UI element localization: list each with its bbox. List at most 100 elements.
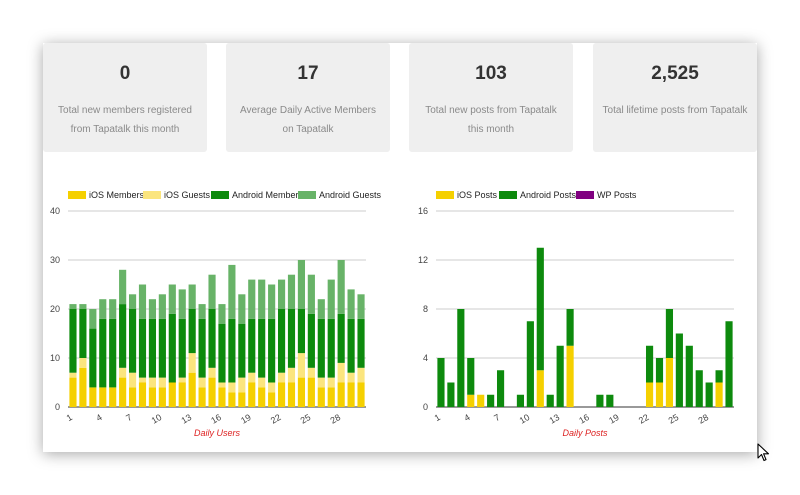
bar-segment[interactable] (258, 387, 266, 407)
bar-segment[interactable] (357, 294, 365, 319)
bar-segment[interactable] (248, 382, 256, 408)
bar-segment[interactable] (119, 269, 127, 305)
bar-segment[interactable] (148, 387, 157, 407)
bar-segment[interactable] (467, 394, 475, 407)
bar-segment[interactable] (317, 299, 325, 319)
bar-segment[interactable] (79, 309, 87, 358)
bar-segment[interactable] (695, 370, 703, 407)
bar-segment[interactable] (99, 299, 107, 319)
bar-segment[interactable] (277, 279, 286, 309)
bar-segment[interactable] (148, 318, 157, 378)
bar-segment[interactable] (297, 377, 306, 407)
bar-segment[interactable] (487, 394, 495, 407)
bar-segment[interactable] (248, 318, 256, 373)
bar-segment[interactable] (526, 321, 534, 407)
bar-segment[interactable] (268, 318, 276, 383)
bar-segment[interactable] (138, 318, 147, 378)
bar-segment[interactable] (297, 260, 306, 309)
bar-segment[interactable] (158, 387, 166, 407)
bar-segment[interactable] (268, 382, 276, 393)
bar-segment[interactable] (188, 353, 196, 373)
bar-segment[interactable] (218, 323, 226, 383)
bar-segment[interactable] (357, 318, 365, 368)
bar-segment[interactable] (89, 309, 97, 329)
bar-segment[interactable] (317, 377, 325, 388)
bar-segment[interactable] (178, 318, 186, 378)
bar-segment[interactable] (208, 367, 216, 378)
bar-segment[interactable] (268, 392, 276, 407)
bar-segment[interactable] (477, 394, 485, 407)
bar-segment[interactable] (705, 382, 713, 408)
bar-segment[interactable] (347, 382, 355, 408)
bar-segment[interactable] (307, 313, 315, 368)
bar-segment[interactable] (128, 387, 137, 407)
bar-segment[interactable] (536, 247, 544, 371)
bar-segment[interactable] (69, 309, 77, 373)
bar-segment[interactable] (89, 387, 97, 407)
bar-segment[interactable] (158, 377, 166, 388)
legend-label[interactable]: iOS Posts (457, 190, 498, 200)
bar-segment[interactable] (655, 358, 664, 383)
bar-segment[interactable] (168, 284, 176, 314)
bar-segment[interactable] (685, 345, 693, 407)
bar-segment[interactable] (277, 309, 286, 373)
bar-segment[interactable] (168, 313, 176, 383)
bar-segment[interactable] (307, 274, 315, 314)
bar-segment[interactable] (248, 279, 256, 319)
bar-segment[interactable] (347, 318, 355, 373)
bar-segment[interactable] (109, 387, 117, 407)
bar-segment[interactable] (347, 289, 355, 319)
bar-segment[interactable] (258, 377, 266, 388)
bar-segment[interactable] (128, 309, 137, 373)
bar-segment[interactable] (228, 392, 236, 407)
bar-segment[interactable] (119, 367, 127, 378)
bar-segment[interactable] (467, 358, 475, 395)
bar-segment[interactable] (307, 367, 315, 378)
bar-segment[interactable] (715, 370, 723, 383)
bar-segment[interactable] (228, 264, 236, 319)
bar-segment[interactable] (327, 279, 335, 319)
bar-segment[interactable] (645, 345, 654, 383)
bar-segment[interactable] (99, 318, 107, 388)
legend-label[interactable]: WP Posts (597, 190, 637, 200)
bar-segment[interactable] (317, 387, 325, 407)
bar-segment[interactable] (138, 284, 147, 319)
bar-segment[interactable] (228, 318, 236, 383)
bar-segment[interactable] (198, 318, 206, 378)
bar-segment[interactable] (715, 382, 723, 408)
bar-segment[interactable] (119, 304, 127, 368)
bar-segment[interactable] (119, 377, 127, 407)
bar-segment[interactable] (218, 387, 226, 407)
bar-segment[interactable] (566, 345, 574, 407)
bar-segment[interactable] (168, 382, 176, 408)
bar-segment[interactable] (198, 377, 206, 388)
bar-segment[interactable] (556, 345, 564, 407)
bar-segment[interactable] (665, 358, 674, 407)
bar-segment[interactable] (178, 377, 186, 383)
bar-segment[interactable] (198, 304, 206, 319)
bar-segment[interactable] (606, 394, 614, 407)
bar-segment[interactable] (566, 309, 574, 346)
bar-segment[interactable] (228, 382, 236, 393)
bar-segment[interactable] (208, 309, 216, 368)
bar-segment[interactable] (287, 382, 296, 408)
bar-segment[interactable] (178, 382, 186, 408)
bar-segment[interactable] (258, 318, 266, 378)
bar-segment[interactable] (128, 294, 137, 309)
bar-segment[interactable] (109, 299, 117, 319)
bar-segment[interactable] (307, 377, 315, 407)
bar-segment[interactable] (79, 304, 87, 309)
bar-segment[interactable] (297, 309, 306, 354)
bar-segment[interactable] (496, 370, 505, 407)
bar-segment[interactable] (337, 382, 345, 408)
bar-segment[interactable] (238, 323, 246, 378)
bar-segment[interactable] (218, 382, 226, 388)
bar-segment[interactable] (337, 260, 345, 314)
bar-segment[interactable] (79, 367, 87, 407)
bar-segment[interactable] (208, 274, 216, 309)
bar-segment[interactable] (337, 362, 345, 383)
bar-segment[interactable] (297, 353, 306, 378)
bar-segment[interactable] (198, 387, 206, 407)
bar-segment[interactable] (725, 321, 733, 407)
bar-segment[interactable] (287, 274, 296, 309)
